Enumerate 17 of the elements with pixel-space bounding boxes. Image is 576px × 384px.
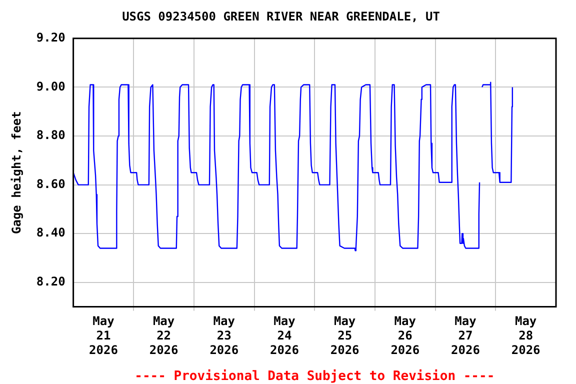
y-tick-label: 8.60 (36, 176, 66, 191)
x-tick-label: May 22 2026 (149, 314, 178, 357)
chart-title: USGS 09234500 GREEN RIVER NEAR GREENDALE, UT (122, 9, 440, 24)
x-tick-label: May 23 2026 (210, 314, 239, 357)
y-tick-label: 9.20 (36, 30, 66, 45)
y-axis-title: Gage height, feet (9, 111, 24, 234)
x-tick-label: May 24 2026 (270, 314, 299, 357)
y-tick-label: 8.40 (36, 226, 66, 240)
x-tick-label: May 25 2026 (330, 314, 360, 357)
x-tick-label: May 28 2026 (511, 314, 540, 357)
y-tick-label: 8.20 (36, 274, 66, 289)
y-tick-label: 8.80 (36, 128, 66, 142)
x-tick-label: May 21 2026 (89, 314, 118, 357)
x-tick-label: May 26 2026 (390, 314, 420, 357)
y-tick-label: 9.00 (36, 79, 66, 94)
text: ---- Provisional Data Subject to Revision ---- (134, 369, 495, 384)
x-tick-label: May 27 2026 (451, 314, 480, 357)
